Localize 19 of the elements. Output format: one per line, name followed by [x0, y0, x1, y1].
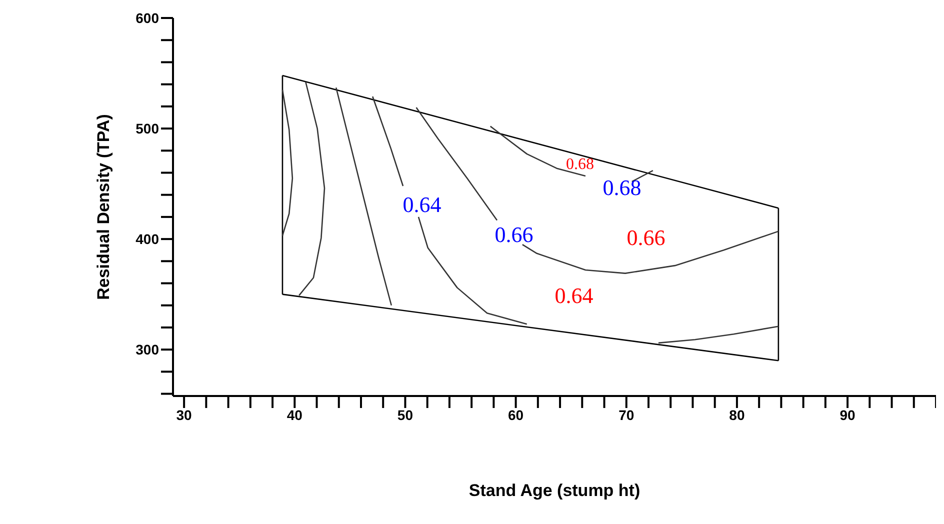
x-tick-label: 30: [176, 406, 192, 423]
x-tick-label: 60: [508, 406, 524, 423]
annotation: 0.68: [602, 175, 642, 201]
annotation: 0.66: [626, 225, 666, 251]
y-tick-label: 400: [136, 231, 160, 248]
x-axis-title: Stand Age (stump ht): [468, 481, 640, 500]
annotation: 0.64: [554, 283, 594, 309]
x-tick-label: 40: [286, 406, 303, 423]
x-tick-label: 90: [840, 406, 856, 423]
annotation: 0.66: [494, 222, 534, 248]
y-tick-label: 600: [136, 10, 160, 26]
x-tick-label: 70: [618, 406, 634, 423]
x-tick-label: 80: [729, 406, 745, 423]
annotation: 0.68: [566, 156, 594, 174]
y-axis-title: Residual Density (TPA): [94, 114, 114, 300]
y-tick-label: 300: [136, 342, 160, 358]
annotation: 0.64: [402, 192, 442, 218]
x-tick-label: 50: [397, 406, 414, 423]
y-tick-label: 500: [136, 120, 160, 136]
